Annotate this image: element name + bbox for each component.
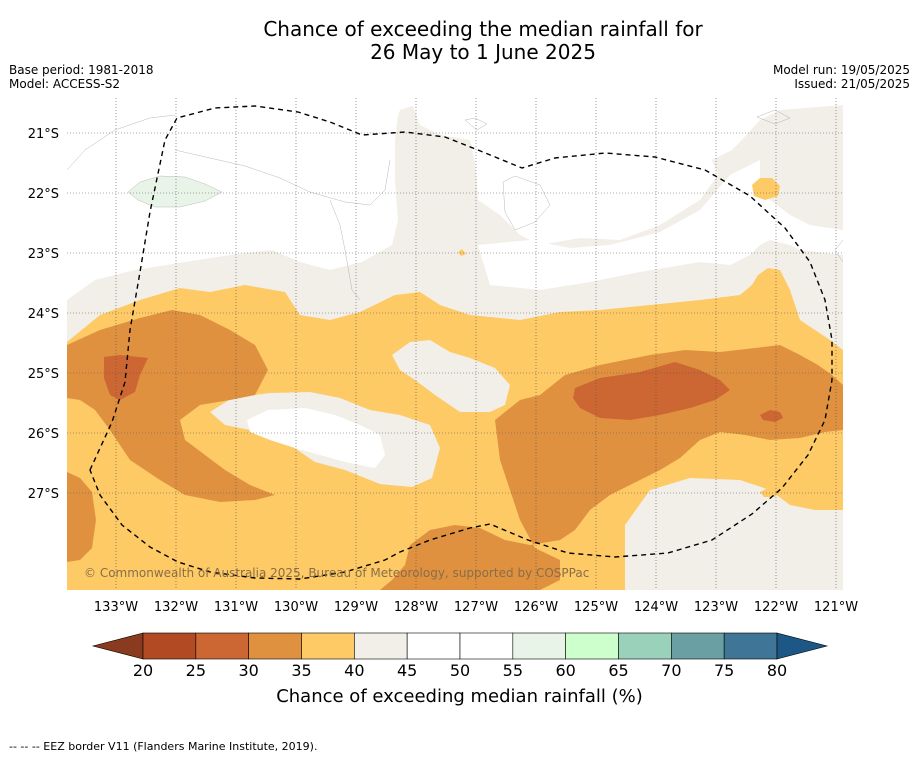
longitude-ticks: 133°W 132°W 131°W 130°W 129°W 128°W 127°…	[94, 600, 858, 615]
colorbar-tick-label: 25	[186, 661, 206, 680]
lon-tick: 132°W	[154, 600, 198, 615]
contour-45-55-b	[478, 160, 843, 290]
lon-tick: 125°W	[574, 600, 618, 615]
lon-tick: 124°W	[634, 600, 678, 615]
colorbar-segment	[195, 632, 249, 660]
eez-legend-note: -- -- -- EEZ border V11 (Flanders Marine…	[9, 740, 318, 753]
lat-tick: 26°S	[28, 427, 59, 442]
colorbar-label: Chance of exceeding median rainfall (%)	[276, 686, 643, 707]
colorbar-tick-label: 50	[450, 661, 470, 680]
colorbar-segment	[354, 632, 408, 660]
gridlines	[67, 98, 843, 590]
lat-tick: 22°S	[28, 187, 59, 202]
colorbar-tick-label: 35	[291, 661, 311, 680]
lat-tick: 27°S	[28, 487, 59, 502]
colorbar-tick-label: 30	[238, 661, 258, 680]
lat-tick: 25°S	[28, 367, 59, 382]
colorbar-segment	[459, 632, 514, 660]
lon-tick: 127°W	[454, 600, 498, 615]
colorbar-segment	[248, 632, 302, 660]
eez-border	[89, 105, 833, 580]
colorbar-tick-label: 55	[503, 661, 523, 680]
lon-tick: 130°W	[274, 600, 318, 615]
colorbar-tick-label: 75	[714, 661, 734, 680]
model-run: Model run: 19/05/2025	[772, 63, 910, 77]
title-line-2: 26 May to 1 June 2025	[370, 40, 596, 64]
contour-35-40-spot-b	[760, 487, 780, 497]
contour-45-55-a	[410, 98, 843, 245]
colorbar-segment	[301, 632, 355, 660]
contour-35-40-spot-c	[458, 249, 466, 256]
contour-30-35-east	[380, 345, 843, 590]
colorbar-over-arrow	[776, 632, 829, 660]
colorbar-segment	[565, 632, 619, 660]
colorbar	[91, 632, 829, 660]
title-line-1: Chance of exceeding the median rainfall …	[263, 17, 703, 41]
colorbar-tick-label: 60	[555, 661, 575, 680]
colorbar-segment	[142, 632, 197, 660]
map-panel	[67, 98, 843, 590]
base-period: Base period: 1981-2018	[9, 63, 154, 77]
colorbar-segment	[723, 632, 778, 660]
contour-35-40-spot-a	[752, 178, 780, 200]
metadata-right: Model run: 19/05/2025 Issued: 21/05/2025	[773, 63, 910, 91]
issued-date: Issued: 21/05/2025	[794, 77, 910, 91]
contour-45-55-c	[67, 98, 400, 292]
lat-tick: 24°S	[28, 307, 59, 322]
lon-tick: 128°W	[394, 600, 438, 615]
model-name: Model: ACCESS-S2	[9, 77, 121, 91]
lon-tick: 133°W	[94, 600, 138, 615]
lon-tick: 129°W	[334, 600, 378, 615]
colorbar-tick-label: 65	[608, 661, 628, 680]
metadata-left: Base period: 1981-2018 Model: ACCESS-S2	[9, 63, 154, 91]
copyright-note: © Commonwealth of Australia 2025, Bureau…	[84, 566, 589, 580]
contour-40-45-island-b	[392, 340, 510, 412]
latitude-ticks: 21°S 22°S 23°S 24°S 25°S 26°S 27°S	[28, 127, 59, 502]
colorbar-tick-label: 40	[344, 661, 364, 680]
colorbar-segment	[406, 632, 461, 660]
colorbar-tick-label: 70	[661, 661, 681, 680]
colorbar-ticks: 20 25 30 35 40 45 50 55 60 65 70 75 80	[133, 661, 787, 680]
lon-tick: 126°W	[514, 600, 558, 615]
contour-45-55-island	[247, 408, 385, 468]
lon-tick: 123°W	[694, 600, 738, 615]
contour-25-30-spot	[760, 410, 783, 422]
colorbar-tick-label: 20	[133, 661, 153, 680]
colorbar-under-arrow	[91, 632, 144, 660]
lon-tick: 122°W	[754, 600, 798, 615]
colorbar-segment	[512, 632, 566, 660]
contour-55-60-patch	[127, 175, 223, 208]
contour-30-35-southwest	[67, 472, 96, 562]
colorbar-segment	[618, 632, 672, 660]
contour-25-30-east	[573, 362, 730, 420]
colorbar-tick-label: 45	[397, 661, 417, 680]
lat-tick: 23°S	[28, 247, 59, 262]
lat-tick: 21°S	[28, 127, 59, 142]
contour-lines	[67, 109, 843, 301]
lon-tick: 131°W	[214, 600, 258, 615]
contour-40-45-south	[625, 478, 843, 590]
map-title: Chance of exceeding the median rainfall …	[0, 18, 919, 64]
colorbar-tick-label: 80	[767, 661, 787, 680]
lon-tick: 121°W	[814, 600, 858, 615]
colorbar-segment	[671, 632, 725, 660]
